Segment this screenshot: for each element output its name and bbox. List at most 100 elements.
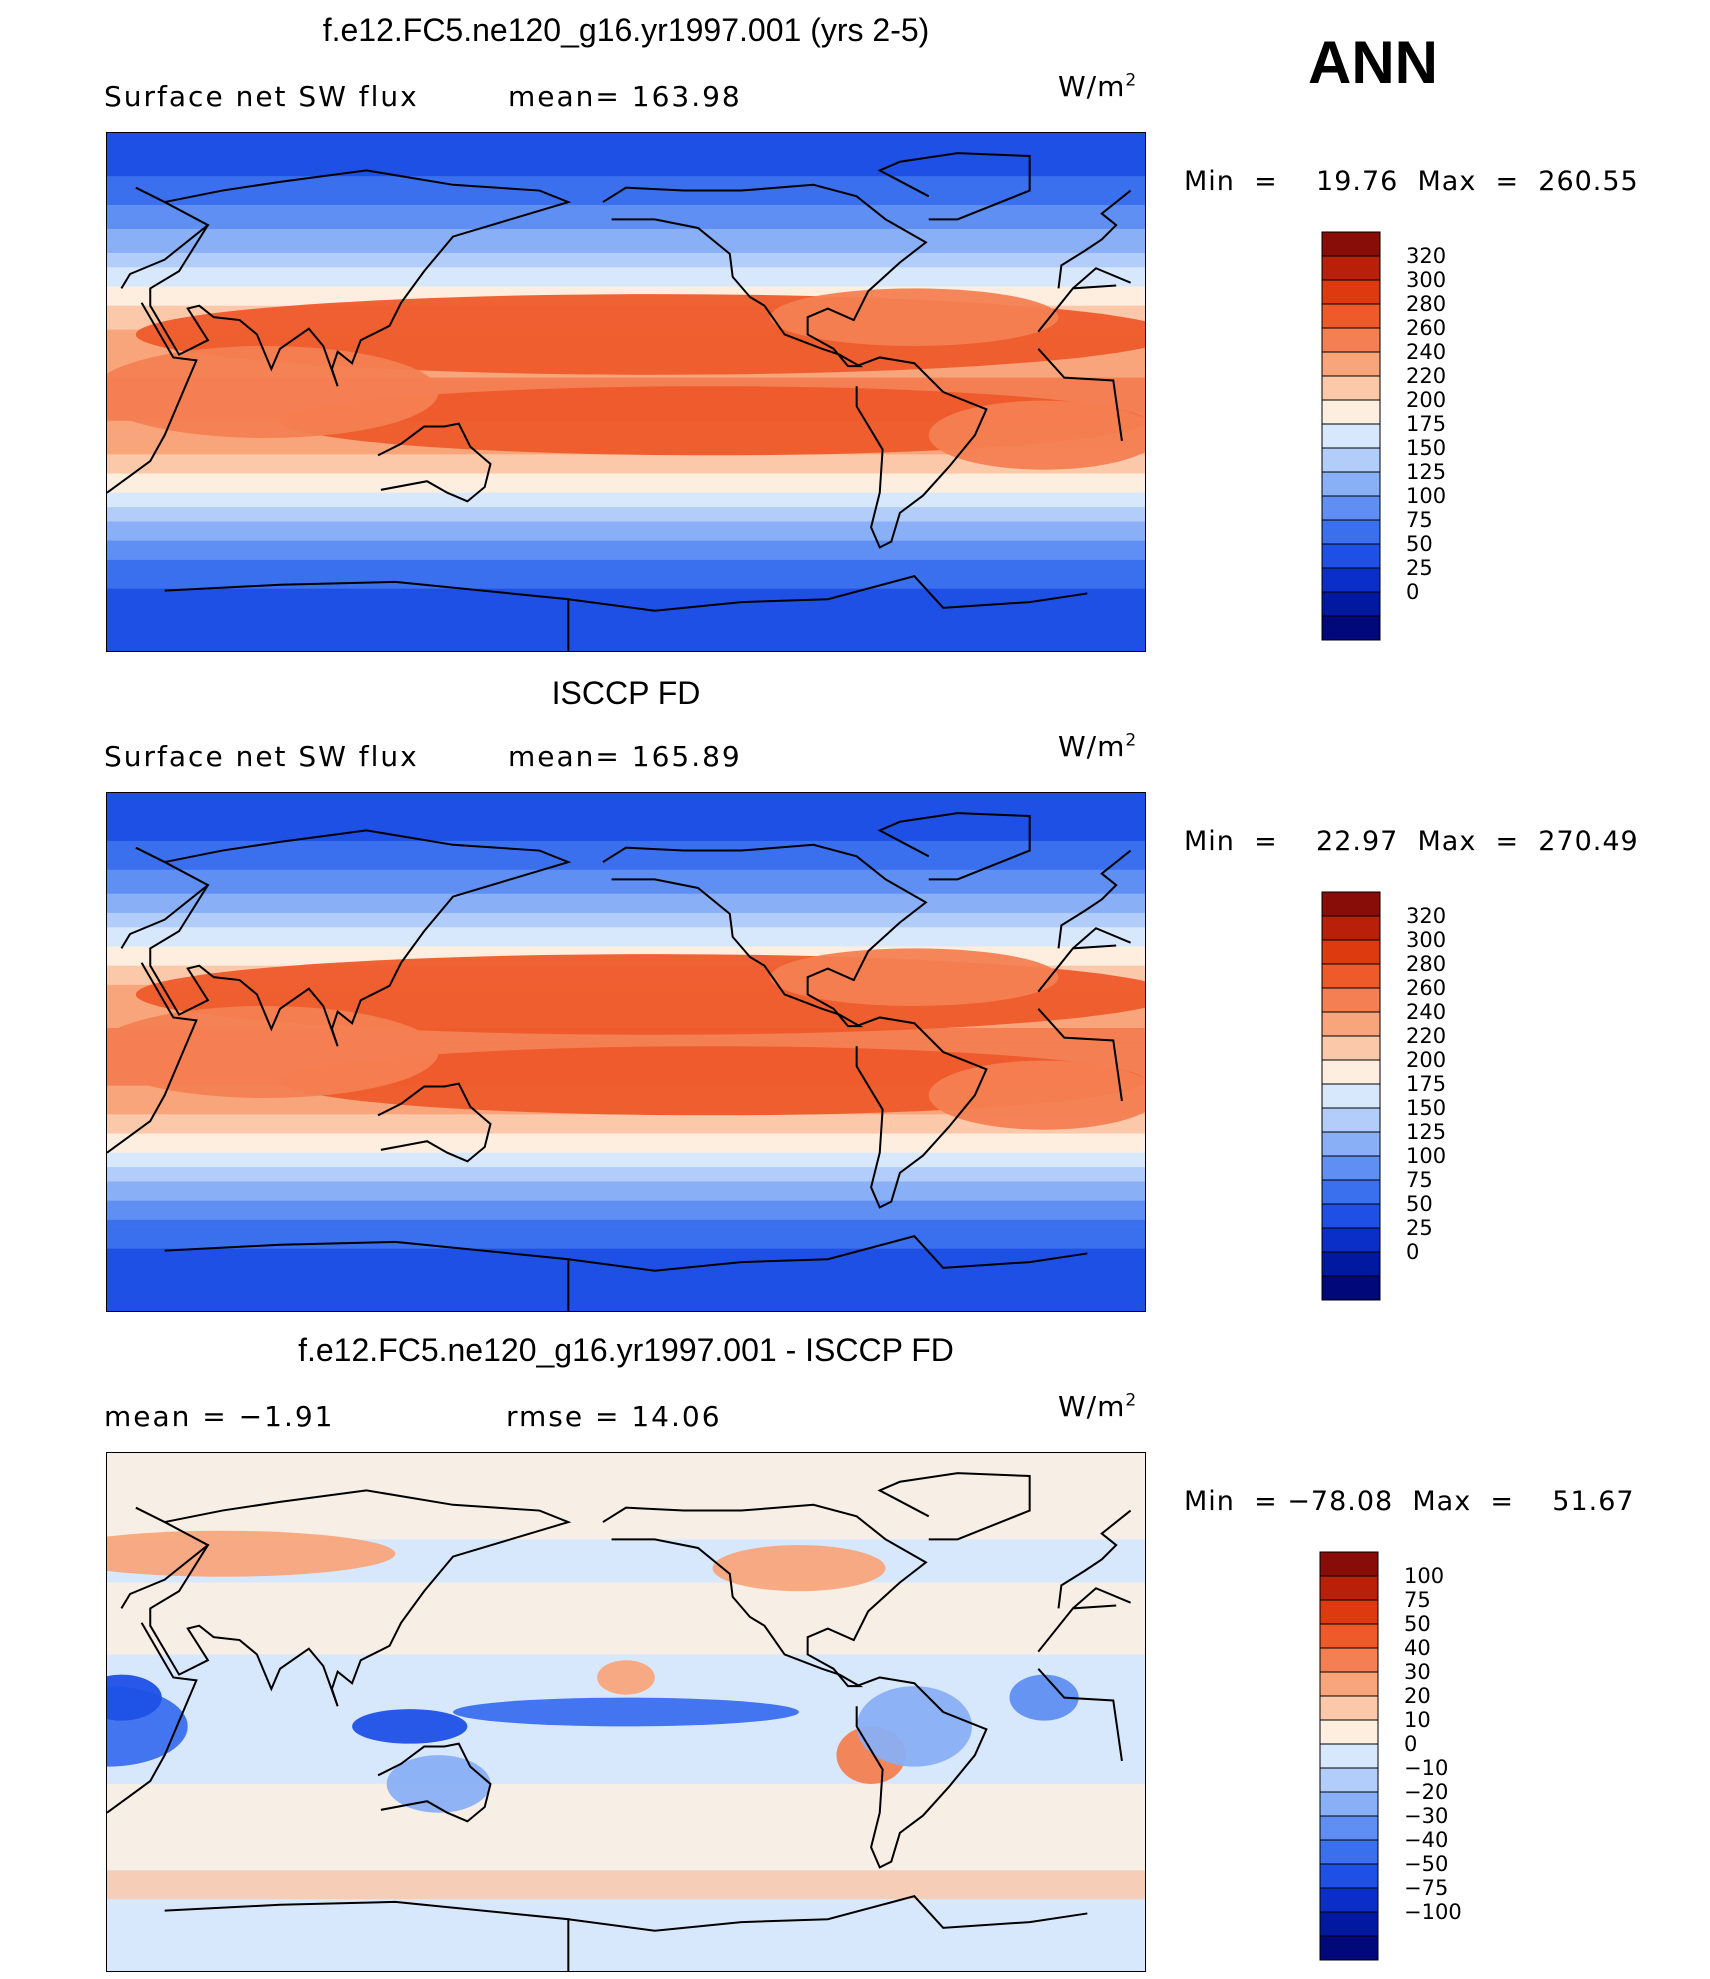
zonal-band bbox=[107, 1301, 1145, 1307]
coastline-antarctica bbox=[568, 1895, 1088, 1932]
colorbar-box bbox=[1321, 375, 1381, 401]
colorbar-box bbox=[1319, 1743, 1379, 1769]
coastline-europe bbox=[120, 846, 210, 949]
diff-anomaly bbox=[453, 1697, 799, 1727]
zonal-band bbox=[107, 1138, 1145, 1144]
coastline-antarctica bbox=[568, 1235, 1088, 1272]
colorbar-box bbox=[1319, 1863, 1379, 1889]
coastline-samerica bbox=[855, 1676, 988, 1869]
colorbar-level-label: 20 bbox=[1404, 1684, 1431, 1708]
zonal-band bbox=[107, 372, 1145, 379]
zonal-band bbox=[107, 1282, 1145, 1288]
colorbar-box bbox=[1321, 1035, 1381, 1061]
zonal-band bbox=[107, 869, 1145, 876]
colorbar-level-label: 300 bbox=[1406, 928, 1446, 952]
zonal-band bbox=[107, 946, 1145, 952]
zonal-band bbox=[107, 598, 1145, 604]
zonal-band bbox=[107, 252, 1145, 259]
zonal-band bbox=[107, 473, 1145, 479]
zonal-band bbox=[107, 555, 1145, 561]
zonal-band bbox=[107, 133, 1145, 139]
colorbar-level-label: 25 bbox=[1406, 1216, 1433, 1240]
colorbar-box bbox=[1319, 1551, 1379, 1577]
coastline-antarctica bbox=[164, 1240, 570, 1311]
colorbar-box bbox=[1321, 279, 1381, 305]
colorbar-level-label: 75 bbox=[1406, 1168, 1433, 1192]
colorbar-box bbox=[1321, 399, 1381, 425]
zonal-band bbox=[107, 497, 1145, 503]
colorbar-box bbox=[1319, 1767, 1379, 1793]
zonal-band bbox=[107, 1229, 1145, 1235]
colorbar-box bbox=[1321, 1251, 1381, 1277]
zonal-band bbox=[107, 593, 1145, 599]
zonal-band bbox=[107, 531, 1145, 537]
colorbar-box bbox=[1319, 1911, 1379, 1937]
colorbar-level-label: 0 bbox=[1406, 580, 1419, 604]
panel1-map-svg bbox=[107, 133, 1145, 651]
zonal-band bbox=[107, 617, 1145, 623]
zonal-band bbox=[107, 1186, 1145, 1192]
coastline-samerica bbox=[855, 356, 988, 549]
zonal-band bbox=[107, 1277, 1145, 1283]
colorbar-box bbox=[1319, 1623, 1379, 1649]
zonal-band bbox=[107, 631, 1145, 638]
zonal-band bbox=[107, 802, 1145, 808]
colorbar-box bbox=[1321, 963, 1381, 989]
zonal-band bbox=[107, 1133, 1145, 1139]
zonal-band bbox=[107, 190, 1145, 196]
coastline-europe bbox=[1072, 927, 1131, 950]
colorbar-level-label: 10 bbox=[1404, 1708, 1431, 1732]
zonal-band bbox=[107, 1181, 1145, 1187]
zonal-band bbox=[107, 291, 1145, 297]
zonal-band bbox=[107, 1205, 1145, 1211]
zonal-band bbox=[107, 603, 1145, 609]
zonal-band bbox=[107, 1042, 1145, 1048]
colorbar-box bbox=[1319, 1575, 1379, 1601]
zonal-band bbox=[107, 483, 1145, 489]
zonal-band bbox=[107, 574, 1145, 580]
colorbar-level-label: 320 bbox=[1406, 904, 1446, 928]
zonal-band bbox=[107, 492, 1145, 499]
colorbar-level-label: 100 bbox=[1406, 1144, 1446, 1168]
zonal-band bbox=[107, 941, 1145, 948]
zonal-band bbox=[107, 850, 1145, 856]
zonal-band bbox=[107, 209, 1145, 216]
zonal-band bbox=[107, 612, 1145, 619]
zonal-band bbox=[107, 219, 1145, 225]
coastline-antarctica bbox=[568, 575, 1088, 612]
zonal-band bbox=[107, 1248, 1145, 1255]
colorbar-box bbox=[1319, 1695, 1379, 1721]
flux-maximum bbox=[280, 1046, 1145, 1116]
diff-anomaly bbox=[386, 1755, 491, 1813]
zonal-band bbox=[107, 1123, 1145, 1130]
colorbar-level-label: 125 bbox=[1406, 1120, 1446, 1144]
zonal-band bbox=[107, 137, 1145, 144]
zonal-band bbox=[107, 233, 1145, 240]
panel3-units: W/m2 bbox=[1058, 1390, 1138, 1423]
zonal-band bbox=[107, 1291, 1145, 1298]
zonal-band bbox=[107, 550, 1145, 556]
zonal-band bbox=[107, 152, 1145, 158]
zonal-band bbox=[107, 1215, 1145, 1221]
panel3-rmse-label: rmse = 14.06 bbox=[506, 1400, 722, 1433]
colorbar-box bbox=[1321, 1131, 1381, 1157]
colorbar-level-label: 220 bbox=[1406, 1024, 1446, 1048]
zonal-band bbox=[107, 1176, 1145, 1183]
zonal-band bbox=[107, 622, 1145, 628]
panel1-units: W/m2 bbox=[1058, 70, 1138, 103]
coastline-europe bbox=[1057, 1509, 1132, 1609]
colorbar-box bbox=[1321, 1083, 1381, 1109]
colorbar-level-label: −40 bbox=[1404, 1828, 1448, 1852]
zonal-band bbox=[107, 200, 1145, 206]
colorbar-box bbox=[1319, 1887, 1379, 1913]
colorbar-box bbox=[1321, 1011, 1381, 1037]
zonal-band bbox=[107, 1253, 1145, 1259]
colorbar-box bbox=[1321, 1203, 1381, 1229]
zonal-band bbox=[107, 912, 1145, 919]
coastline-asia bbox=[149, 1489, 572, 1707]
zonal-band bbox=[107, 922, 1145, 928]
panel1-map bbox=[106, 132, 1146, 652]
colorbar-box bbox=[1321, 423, 1381, 449]
